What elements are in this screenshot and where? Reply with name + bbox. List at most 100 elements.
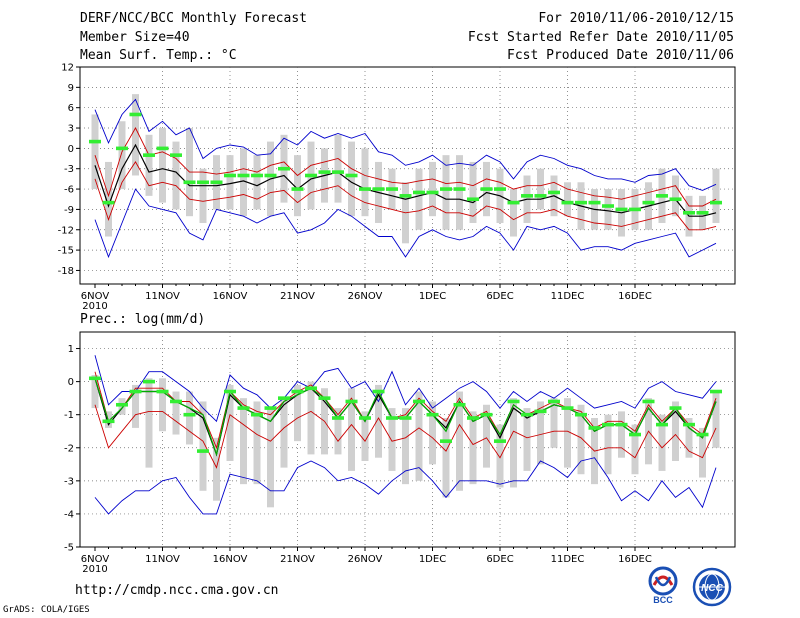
green-marker [224,173,236,178]
y-tick-label: 1 [68,344,74,355]
member-size: Member Size=40 [80,30,190,45]
green-marker [399,416,412,420]
spread-bar [429,401,436,465]
y-tick-label: -3 [64,476,74,487]
x-tick-label: 16DEC [618,554,652,565]
green-marker [143,153,155,157]
spread-bar [604,414,612,475]
spread-bar [213,437,220,501]
y-tick-label: -5 [64,543,74,554]
plot-frame [79,331,736,548]
green-marker [264,173,277,178]
green-marker [305,173,317,178]
green-marker [696,210,709,215]
x-tick-label: 26NOV [348,291,383,302]
spread-bar [550,398,558,448]
green-marker [332,170,344,174]
green-marker [467,416,479,420]
bottom-variable-label: Prec.: log(mm/d) [80,312,205,327]
spread-bar [672,175,679,217]
spread-bar [172,141,180,210]
spread-bar [334,408,342,455]
spread-bar [334,134,342,203]
spread-bar [307,381,315,455]
top-variable-label: Mean Surf. Temp.: °C [80,48,237,63]
x-tick-label: 1DEC [419,291,446,302]
green-marker [642,399,655,404]
green-marker [561,406,574,410]
spread-bar [510,189,517,237]
y-tick-label: -6 [64,185,74,196]
spread-bar [510,398,517,488]
green-marker [467,197,479,202]
green-marker [291,389,304,394]
x-year-label: 2010 [82,564,107,575]
spread-bar [469,161,477,223]
x-tick-label: 11DEC [551,291,585,302]
green-marker [588,200,601,205]
spread-bar [577,404,585,475]
spread-bar [375,384,382,458]
green-marker [413,399,425,404]
green-marker [453,187,466,191]
spread-bar [186,391,193,445]
green-marker [305,386,317,391]
x-tick-label: 21NOV [280,554,315,565]
green-marker [683,422,695,427]
spread-bar [685,418,693,458]
y-tick-label: 0 [68,377,74,388]
green-marker [372,389,385,394]
spread-bar [172,391,180,435]
spread-bar [456,155,463,230]
series-mean [94,143,717,217]
green-marker [291,187,304,191]
x-tick-label: 6NOV [81,291,110,302]
spread-bar [699,427,706,478]
spread-bar [415,168,423,230]
green-marker [224,389,236,394]
green-marker [426,412,439,417]
green-marker [507,399,520,404]
x-tick-label: 16NOV [213,554,248,565]
spread-bar [618,411,625,458]
grads-credit: GrADS: COLA/IGES [3,605,90,615]
x-tick-label: 6NOV [81,554,110,565]
green-marker [494,439,506,443]
green-marker [197,180,209,185]
chart-panel-temp: 12 9 6 3 0 -3 -6 -9 -12 -15 -18 6NOV 11NOV 16NOV 21NOV… [58,63,736,312]
spread-bar [672,401,679,461]
green-marker [170,399,182,404]
green-marker [183,180,196,185]
spread-bar [388,408,396,471]
green-marker [696,432,709,437]
green-marker [413,190,425,195]
spread-bar [159,378,166,432]
spread-bar [537,168,544,210]
y-tick-label: 9 [68,83,74,94]
green-marker [386,416,398,420]
chart-panel-prec: 1 0 -1 -2 -3 -4 -5 6NOV 11NOV 16NOV 21NOV 26NOV 1DEC… [64,312,736,575]
chart-title: DERF/NCC/BCC Monthly Forecast [80,11,307,26]
green-marker [480,412,493,417]
green-marker [102,419,115,424]
green-marker [440,439,452,443]
x-tick-label: 21NOV [280,291,315,302]
green-marker [669,197,682,202]
spread-bar [253,155,261,210]
spread-bar [240,148,247,217]
green-marker [494,187,506,191]
green-marker [521,194,533,198]
bcc-logo: BCC [648,566,678,605]
green-marker [534,409,547,414]
green-marker [89,139,101,144]
series-max [94,355,717,423]
spread-bar [469,411,477,485]
green-marker [116,402,128,407]
spread-bar [226,155,234,210]
spread-bar [442,418,450,498]
spread-bar [294,384,301,442]
source-url[interactable]: http://cmdp.ncc.cma.gov.cn [75,583,279,598]
green-marker [642,200,655,205]
green-marker [332,416,344,420]
